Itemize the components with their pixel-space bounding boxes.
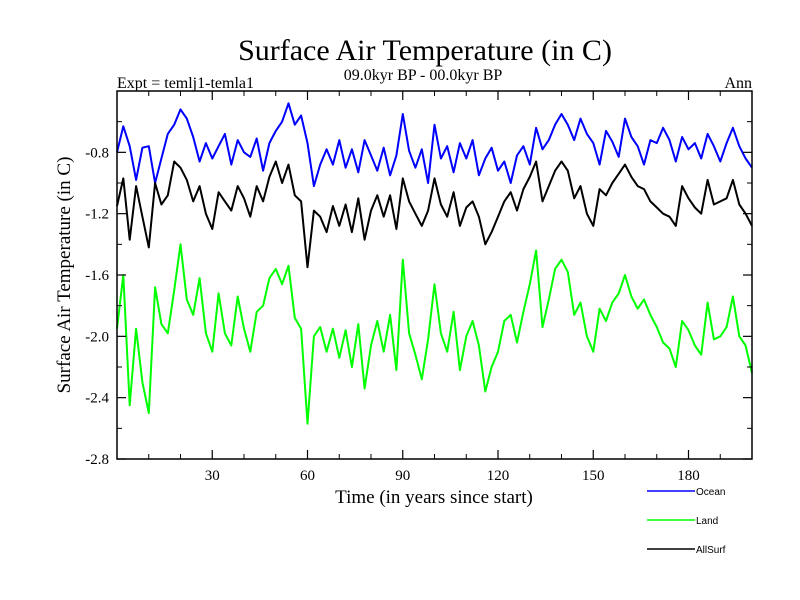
series-layer (116, 102, 753, 425)
y-tick-label: -0.8 (85, 145, 109, 161)
y-tick-label: -2.0 (85, 329, 109, 345)
x-tick-label: 90 (395, 468, 410, 484)
legend: Ocean Land AllSurf (647, 487, 726, 556)
y-tick-label: -2.4 (85, 391, 109, 407)
legend-label-allsurf: AllSurf (696, 545, 726, 556)
x-tick-label: 180 (677, 468, 700, 484)
season-label: Ann (724, 75, 752, 92)
x-tick-label: 30 (205, 468, 220, 484)
x-tick-label: 120 (487, 468, 510, 484)
y-axis-title: Surface Air Temperature (in C) (54, 157, 75, 394)
chart-subtitle: 09.0kyr BP - 00.0kyr BP (344, 67, 503, 84)
chart-title: Surface Air Temperature (in C) (238, 34, 612, 67)
x-tick-label: 60 (300, 468, 315, 484)
legend-label-ocean: Ocean (696, 487, 725, 498)
x-tick-label: 150 (582, 468, 605, 484)
y-tick-label: -1.2 (85, 207, 109, 223)
y-tick-label: -2.8 (85, 452, 109, 468)
series-line-land (116, 243, 753, 425)
legend-label-land: Land (696, 516, 718, 527)
y-tick-label: -1.6 (85, 268, 109, 284)
plot-frame (116, 90, 753, 460)
axis-ticks: 30 60 90 120 150 180 -2.8 -2.4 -2.0 -1.6 -1.2 -0.8 (85, 91, 752, 484)
series-line-ocean (116, 102, 753, 188)
x-axis-title: Time (in years since start) (335, 487, 533, 508)
experiment-label: Expt = temlj1-temla1 (117, 75, 254, 92)
series-line-allsurf (116, 160, 753, 269)
